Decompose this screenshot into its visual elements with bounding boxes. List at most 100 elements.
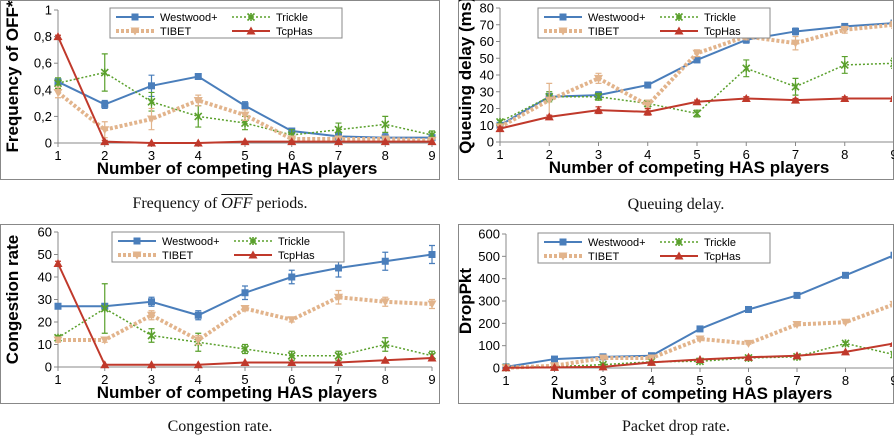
caption-queuing-text: Queuing delay. (627, 196, 725, 213)
data-point (147, 331, 156, 340)
data-point (744, 339, 753, 348)
x-tick-label: 6 (288, 148, 295, 163)
x-axis-title: Number of competing HAS players (549, 158, 830, 177)
data-point (791, 95, 800, 104)
y-tick-label: 300 (478, 294, 500, 309)
legend-label: Westwood+ (588, 237, 646, 249)
data-point (381, 257, 389, 265)
chart-frame (458, 0, 894, 180)
x-tick-label: 7 (792, 147, 799, 162)
caption-congestion: Congestion rate. (0, 418, 440, 436)
data-point (791, 82, 800, 91)
legend-label: TIBET (588, 251, 619, 263)
y-tick-label: 60 (38, 225, 52, 240)
data-point (693, 56, 701, 64)
data-point (100, 360, 110, 369)
data-point (287, 316, 297, 325)
data-point (745, 305, 752, 313)
legend-marker (131, 13, 139, 21)
data-point (147, 311, 156, 320)
data-point (381, 120, 390, 129)
legend: Westwood+ Trickle TIBET TcpHas (537, 232, 771, 264)
y-tick-label: 500 (478, 249, 500, 264)
x-tick-label: 7 (335, 372, 342, 387)
caption-packet-drop-text: Packet drop rate. (622, 418, 730, 435)
data-point (840, 93, 850, 102)
data-point (147, 138, 156, 147)
legend-label: Westwood+ (160, 12, 218, 24)
data-point (594, 92, 603, 101)
x-tick-label: 5 (693, 147, 700, 162)
data-point (551, 355, 558, 363)
data-point (240, 358, 250, 366)
legend-marker (674, 237, 684, 247)
x-tick-label: 8 (382, 148, 389, 163)
data-point (147, 115, 156, 124)
data-point (792, 351, 802, 360)
plot-area (501, 251, 892, 373)
chart-queuing-delay: 01020304050607080123456789Number of comp… (458, 0, 894, 180)
series-line-trickle (57, 71, 433, 136)
x-tick-label: 2 (546, 147, 553, 162)
y-tick-label: 50 (38, 247, 52, 262)
caption-offperiod: Frequency of OFF periods. (0, 195, 440, 213)
chart-packet-drop: 0 100 200 300 400 500 600 1 2 3 4 5 6 7 8 9 Number of co… (458, 224, 894, 404)
data-point (793, 291, 801, 299)
series-tcphas (501, 342, 892, 372)
series-tcphas (53, 32, 437, 147)
legend-label: Westwood+ (162, 236, 220, 248)
data-point (381, 340, 390, 349)
y-tick-label: 30 (480, 84, 494, 99)
y-tick-label: 0 (487, 135, 494, 150)
data-point (427, 353, 437, 362)
data-point (695, 335, 705, 344)
x-tick-label: 3 (595, 147, 602, 162)
x-tick-label: 1 (54, 148, 61, 163)
data-point (334, 137, 343, 146)
data-point (240, 137, 250, 146)
data-point (193, 96, 203, 105)
x-tick-label: 8 (842, 373, 849, 388)
data-point (193, 360, 203, 369)
data-point (744, 352, 753, 361)
legend-label: TIBET (160, 26, 191, 38)
x-tick-label: 3 (148, 148, 155, 163)
legend-marker (558, 27, 568, 36)
legend-label: Westwood+ (588, 12, 646, 24)
data-point (241, 289, 249, 297)
chart-svg-offperiod: 0 0,2 0,4 0,6 0,8 1 1 2 3 4 5 6 7 8 9 Number of competi… (0, 0, 440, 180)
y-tick-label: 60 (480, 34, 494, 49)
x-tick-label: 7 (793, 373, 800, 388)
x-tick-label: 5 (241, 148, 248, 163)
data-point (427, 300, 437, 309)
series-line-tibet (505, 302, 892, 370)
x-tick-label: 2 (101, 372, 108, 387)
y-tick-label: 10 (38, 337, 52, 352)
data-point (380, 298, 390, 307)
x-tick-label: 2 (101, 148, 108, 163)
series-line-trickle (57, 307, 433, 357)
x-tick-label: 6 (743, 147, 750, 162)
y-tick-label: 0,8 (34, 29, 52, 44)
data-point (594, 105, 603, 114)
data-point (240, 344, 250, 354)
data-point (840, 60, 849, 70)
legend-label: TcpHas (704, 251, 741, 263)
x-tick-label: 1 (502, 373, 509, 388)
series-tcphas (495, 93, 892, 133)
data-point (241, 102, 249, 110)
x-tick-label: 2 (551, 373, 558, 388)
legend-label: TcpHas (704, 26, 741, 38)
legend-label: TcpHas (278, 250, 315, 262)
legend-label: TcpHas (276, 26, 313, 38)
caption-queuing: Queuing delay. (458, 196, 894, 214)
data-point (550, 362, 559, 371)
y-tick-label: 1 (45, 3, 52, 18)
x-tick-label: 3 (148, 372, 155, 387)
x-tick-label: 3 (599, 373, 606, 388)
data-point (643, 107, 653, 116)
chart-svg-queuing: 01020304050607080123456789Number of comp… (458, 0, 894, 180)
x-tick-label: 1 (496, 147, 503, 162)
y-tick-label: 70 (480, 17, 494, 32)
x-tick-label: 5 (696, 373, 703, 388)
